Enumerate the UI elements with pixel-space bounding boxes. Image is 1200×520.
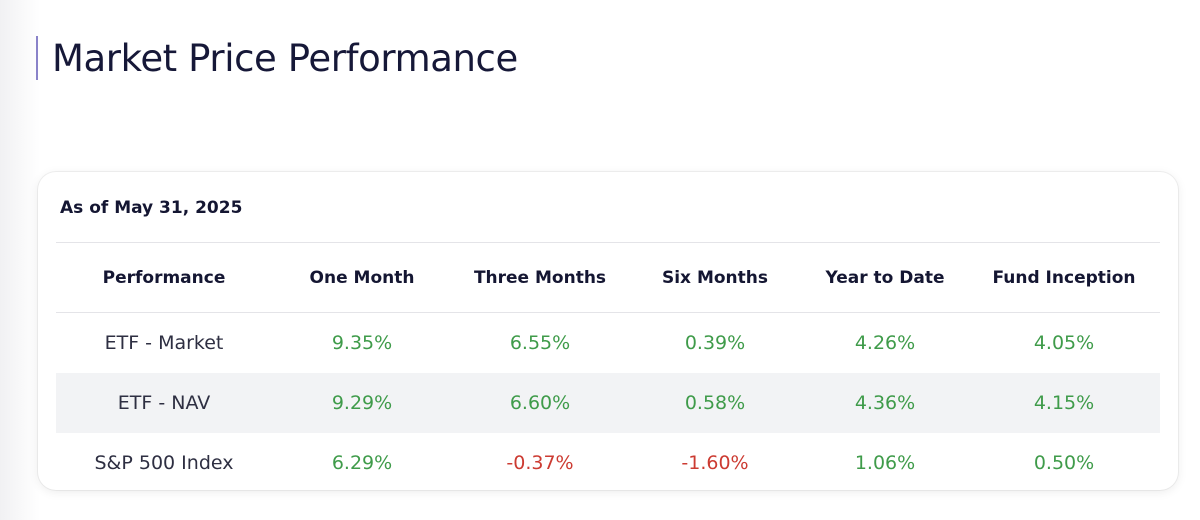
table-cell: 9.29% xyxy=(272,373,452,433)
table-cell: 4.15% xyxy=(968,373,1160,433)
column-header-six-months: Six Months xyxy=(628,243,802,313)
row-label: ETF - Market xyxy=(104,332,224,354)
table-row: ETF - Market 9.35% 6.55% 0.39% 4.26% 4.0… xyxy=(56,313,1160,374)
table-cell: 6.55% xyxy=(509,332,571,354)
table-cell: 9.35% xyxy=(331,332,393,354)
table-cell: 0.58% xyxy=(628,373,802,433)
page-title: Market Price Performance xyxy=(52,36,518,80)
table-cell: 6.29% xyxy=(331,452,393,474)
table-cell: -1.60% xyxy=(681,452,749,474)
row-label: S&P 500 Index xyxy=(94,452,234,474)
table-cell: -0.37% xyxy=(506,452,574,474)
row-label: ETF - NAV xyxy=(56,373,272,433)
table-cell: 0.39% xyxy=(684,332,746,354)
page-header: Market Price Performance xyxy=(36,36,518,80)
column-header-fund-inception: Fund Inception xyxy=(968,243,1160,313)
table-header-row: Performance One Month Three Months Six M… xyxy=(56,243,1160,313)
performance-table: Performance One Month Three Months Six M… xyxy=(56,243,1160,493)
table-row: S&P 500 Index 6.29% -0.37% -1.60% 1.06% … xyxy=(56,433,1160,493)
table-cell: 0.50% xyxy=(1033,452,1095,474)
as-of-date: As of May 31, 2025 xyxy=(60,198,243,218)
table-cell: 1.06% xyxy=(854,452,916,474)
column-header-one-month: One Month xyxy=(272,243,452,313)
table-cell: 4.36% xyxy=(802,373,968,433)
divider xyxy=(56,242,1160,243)
table-cell: 4.05% xyxy=(1033,332,1095,354)
table-cell: 6.60% xyxy=(452,373,628,433)
table-row: ETF - NAV 9.29% 6.60% 0.58% 4.36% 4.15% xyxy=(56,373,1160,433)
title-accent-bar xyxy=(36,36,38,80)
performance-card: As of May 31, 2025 Performance One Month… xyxy=(38,172,1178,490)
column-header-year-to-date: Year to Date xyxy=(802,243,968,313)
column-header-performance: Performance xyxy=(56,243,272,313)
column-header-three-months: Three Months xyxy=(452,243,628,313)
table-cell: 4.26% xyxy=(854,332,916,354)
